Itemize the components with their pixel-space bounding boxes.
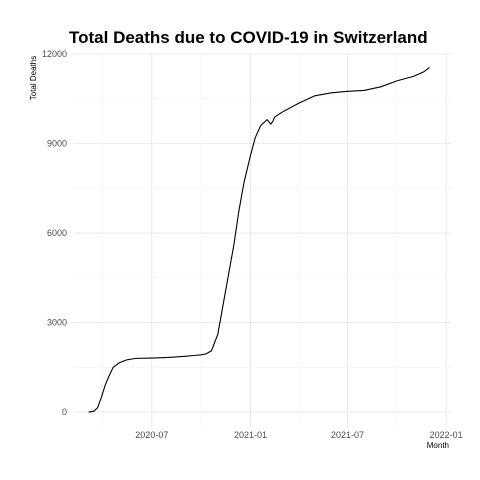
y-tick-label: 3000 (47, 318, 67, 328)
y-tick-label: 6000 (47, 228, 67, 238)
x-tick-label: 2022-01 (430, 430, 463, 440)
x-axis-title: Month (427, 441, 449, 450)
y-axis-title: Total Deaths (29, 56, 38, 100)
y-tick-label: 0 (62, 407, 67, 417)
y-tick-label: 9000 (47, 139, 67, 149)
x-tick-label: 2020-07 (135, 430, 168, 440)
x-axis: 2020-07 2021-01 2021-07 2022-01 (135, 430, 462, 440)
grid (73, 53, 451, 427)
x-tick-label: 2021-07 (331, 430, 364, 440)
total-deaths-line (88, 66, 430, 413)
chart-title: Total Deaths due to COVID-19 in Switzerl… (69, 28, 428, 47)
y-tick-label: 12000 (42, 49, 67, 59)
y-axis: 0 3000 6000 9000 12000 (42, 49, 67, 417)
x-tick-label: 2021-01 (234, 430, 267, 440)
